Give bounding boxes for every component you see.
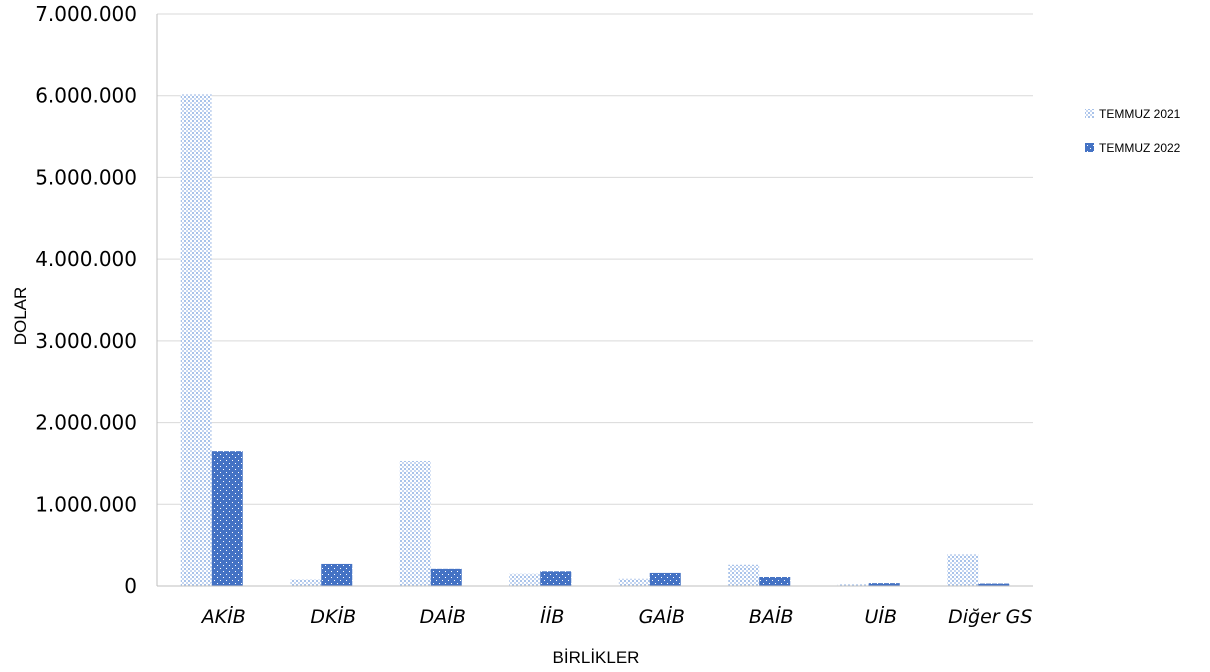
bar-temmuz-2021 bbox=[180, 94, 212, 586]
y-tick-label: 5.000.000 bbox=[35, 165, 137, 189]
legend: TEMMUZ 2021 TEMMUZ 2022 bbox=[1085, 107, 1181, 155]
bar-temmuz-2022 bbox=[868, 583, 900, 586]
y-axis-title: DOLAR bbox=[11, 287, 30, 346]
bars bbox=[180, 94, 1010, 586]
x-category-label: GAİB bbox=[639, 605, 685, 628]
bar-temmuz-2021 bbox=[618, 578, 650, 586]
y-tick-label: 4.000.000 bbox=[35, 247, 137, 271]
x-category-label: BAİB bbox=[749, 605, 794, 628]
y-axis-ticks: 0 1.000.000 2.000.000 3.000.000 4.000.000 5.0… bbox=[35, 2, 137, 598]
legend-swatch bbox=[1085, 143, 1094, 152]
x-category-label: UİB bbox=[864, 605, 897, 628]
bar-temmuz-2022 bbox=[321, 563, 353, 586]
y-tick-label: 0 bbox=[124, 574, 137, 598]
y-tick-label: 2.000.000 bbox=[35, 411, 137, 435]
bar-temmuz-2021 bbox=[509, 573, 541, 586]
bar-temmuz-2022 bbox=[430, 568, 462, 586]
bar-temmuz-2022 bbox=[978, 583, 1010, 586]
gridlines bbox=[157, 13, 1033, 505]
bar-temmuz-2022 bbox=[759, 577, 791, 586]
y-tick-label: 1.000.000 bbox=[35, 492, 137, 516]
x-category-label: DKİB bbox=[310, 605, 356, 628]
x-category-label: Diğer GS bbox=[948, 606, 1032, 628]
x-axis-title: BİRLİKLER bbox=[553, 648, 640, 667]
bar-temmuz-2021 bbox=[399, 460, 431, 586]
bar-temmuz-2021 bbox=[947, 554, 979, 586]
x-category-label: DAİB bbox=[420, 605, 466, 628]
y-tick-label: 7.000.000 bbox=[35, 2, 137, 26]
legend-label: TEMMUZ 2022 bbox=[1099, 141, 1181, 155]
bar-temmuz-2021 bbox=[728, 564, 760, 586]
bar-temmuz-2022 bbox=[211, 451, 243, 586]
bar-temmuz-2022 bbox=[540, 571, 572, 586]
legend-label: TEMMUZ 2021 bbox=[1099, 107, 1181, 121]
x-axis-labels: AKİB DKİB DAİB İİB GAİB BAİB UİB Diğer GS bbox=[200, 605, 1033, 628]
legend-swatch bbox=[1085, 109, 1094, 118]
y-tick-label: 6.000.000 bbox=[35, 84, 137, 108]
bar-temmuz-2021 bbox=[290, 579, 322, 586]
y-tick-label: 3.000.000 bbox=[35, 329, 137, 353]
x-category-label: AKİB bbox=[200, 605, 246, 628]
x-category-label: İİB bbox=[540, 605, 564, 628]
bar-temmuz-2022 bbox=[649, 572, 681, 586]
bar-temmuz-2021 bbox=[837, 584, 869, 586]
